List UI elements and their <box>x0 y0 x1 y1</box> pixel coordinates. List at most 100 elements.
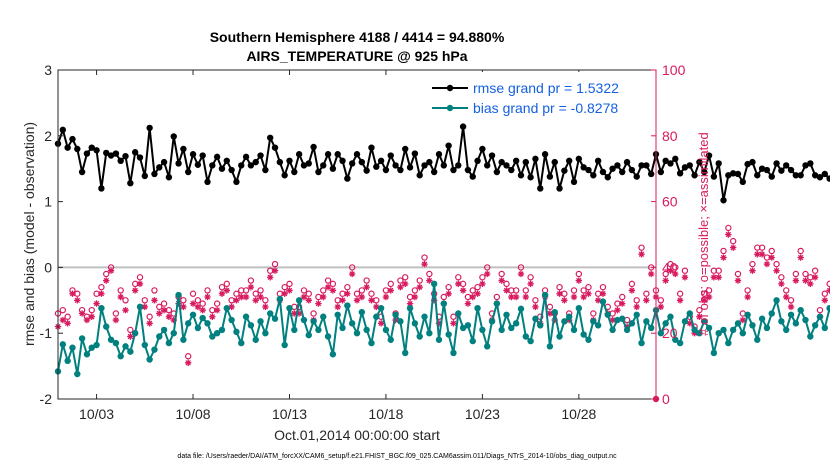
bias-point <box>628 320 636 327</box>
obs-possible-point <box>773 260 780 268</box>
bias-point <box>643 318 650 325</box>
rmse-point <box>464 166 472 174</box>
rmse-point <box>667 160 674 167</box>
bias-point <box>758 315 766 322</box>
rmse-point <box>807 160 814 167</box>
bias-point <box>749 322 756 329</box>
bias-point <box>257 318 264 325</box>
bias-point <box>242 313 250 320</box>
bias-point <box>69 344 76 351</box>
obs-assimilated-point <box>758 251 766 258</box>
rmse-point <box>382 166 390 174</box>
rmse-point <box>228 166 235 174</box>
bias-point <box>78 335 86 342</box>
obs-assimilated-point <box>209 313 216 320</box>
obs-assimilated-point <box>527 280 534 288</box>
bias-point <box>151 346 158 353</box>
y-axis-right-ticks: 0 20 40 60 80 100 <box>651 62 686 407</box>
rmse-point <box>165 174 173 181</box>
obs-assimilated-point <box>676 297 684 304</box>
obs-assimilated-point <box>503 287 510 294</box>
rmse-point <box>242 153 250 161</box>
bias-point <box>754 336 761 343</box>
y-left-tick-label: 0 <box>44 259 52 275</box>
obs-possible-point <box>257 287 264 294</box>
rmse-point <box>194 161 202 168</box>
rmse-point <box>353 151 361 158</box>
bias-point <box>484 343 491 350</box>
rmse-point <box>662 157 669 165</box>
rmse-point <box>638 162 645 169</box>
obs-assimilated-point <box>363 283 370 291</box>
obs-possible-point <box>681 267 689 274</box>
rmse-point <box>484 162 491 169</box>
obs-assimilated-point <box>112 316 120 324</box>
rmse-point <box>479 145 486 153</box>
rmse-point <box>199 152 206 159</box>
obs-assimilated-point <box>455 280 462 288</box>
obs-assimilated-point <box>802 277 809 284</box>
obs-assimilated-point <box>107 267 115 274</box>
obs-assimilated-point <box>749 267 756 274</box>
bias-point <box>397 318 404 325</box>
rmse-point <box>247 162 255 169</box>
obs-assimilated-point <box>710 274 718 281</box>
obs-possible-point <box>310 310 317 317</box>
bias-point <box>493 300 501 307</box>
obs-possible-point <box>821 290 828 297</box>
rmse-point <box>580 164 587 171</box>
obs-assimilated-point <box>406 300 414 307</box>
rmse-point <box>93 147 100 154</box>
obs-series-group <box>54 224 830 403</box>
bias-point <box>421 313 428 320</box>
bias-point <box>532 315 539 322</box>
bias-point <box>112 339 120 347</box>
obs-possible-point <box>397 277 404 284</box>
rmse-point <box>561 167 568 174</box>
obs-assimilated-point <box>638 251 645 258</box>
obs-assimilated-point <box>570 293 578 301</box>
bias-point <box>189 311 197 318</box>
obs-possible-point <box>811 267 819 274</box>
obs-possible-point <box>117 287 124 294</box>
obs-possible-point <box>122 297 129 304</box>
rmse-point <box>257 152 264 159</box>
obs-assimilated-point <box>508 293 515 301</box>
obs-assimilated-point <box>512 293 520 301</box>
obs-assimilated-point <box>78 310 86 317</box>
obs-assimilated-point <box>353 297 361 304</box>
bias-point <box>619 315 626 322</box>
x-axis-label: Oct.01,2014 00:00:00 start <box>274 427 440 443</box>
rmse-point <box>758 165 766 172</box>
obs-assimilated-point <box>416 283 423 291</box>
obs-assimilated-point <box>715 274 722 281</box>
obs-assimilated-point <box>628 287 636 294</box>
obs-assimilated-point <box>180 303 187 311</box>
bias-point <box>324 333 332 340</box>
bias-point <box>358 308 366 316</box>
bias-point <box>88 344 95 351</box>
bias-point <box>416 333 423 340</box>
rmse-series-group <box>54 123 830 204</box>
bias-point <box>160 326 168 334</box>
obs-assimilated-point <box>223 287 230 294</box>
obs-possible-point <box>300 287 308 294</box>
bias-point <box>773 297 780 304</box>
bias-point <box>816 313 824 320</box>
obs-assimilated-point <box>199 306 206 314</box>
obs-possible-point <box>112 310 120 317</box>
rmse-point <box>103 149 110 157</box>
obs-assimilated-point <box>643 297 650 304</box>
bias-point <box>238 339 245 347</box>
legend: rmse grand pr = 1.5322 bias grand pr = -… <box>425 72 654 118</box>
obs-assimilated-point <box>83 316 91 324</box>
obs-assimilated-point <box>778 280 785 288</box>
obs-possible-point <box>185 353 192 360</box>
y-left-tick-label: -2 <box>40 391 53 407</box>
bias-point <box>455 310 462 317</box>
rmse-point <box>426 158 433 166</box>
bias-point <box>199 314 206 322</box>
obs-assimilated-point <box>252 297 259 304</box>
obs-assimilated-point <box>334 303 341 311</box>
obs-assimilated-point <box>744 293 751 301</box>
